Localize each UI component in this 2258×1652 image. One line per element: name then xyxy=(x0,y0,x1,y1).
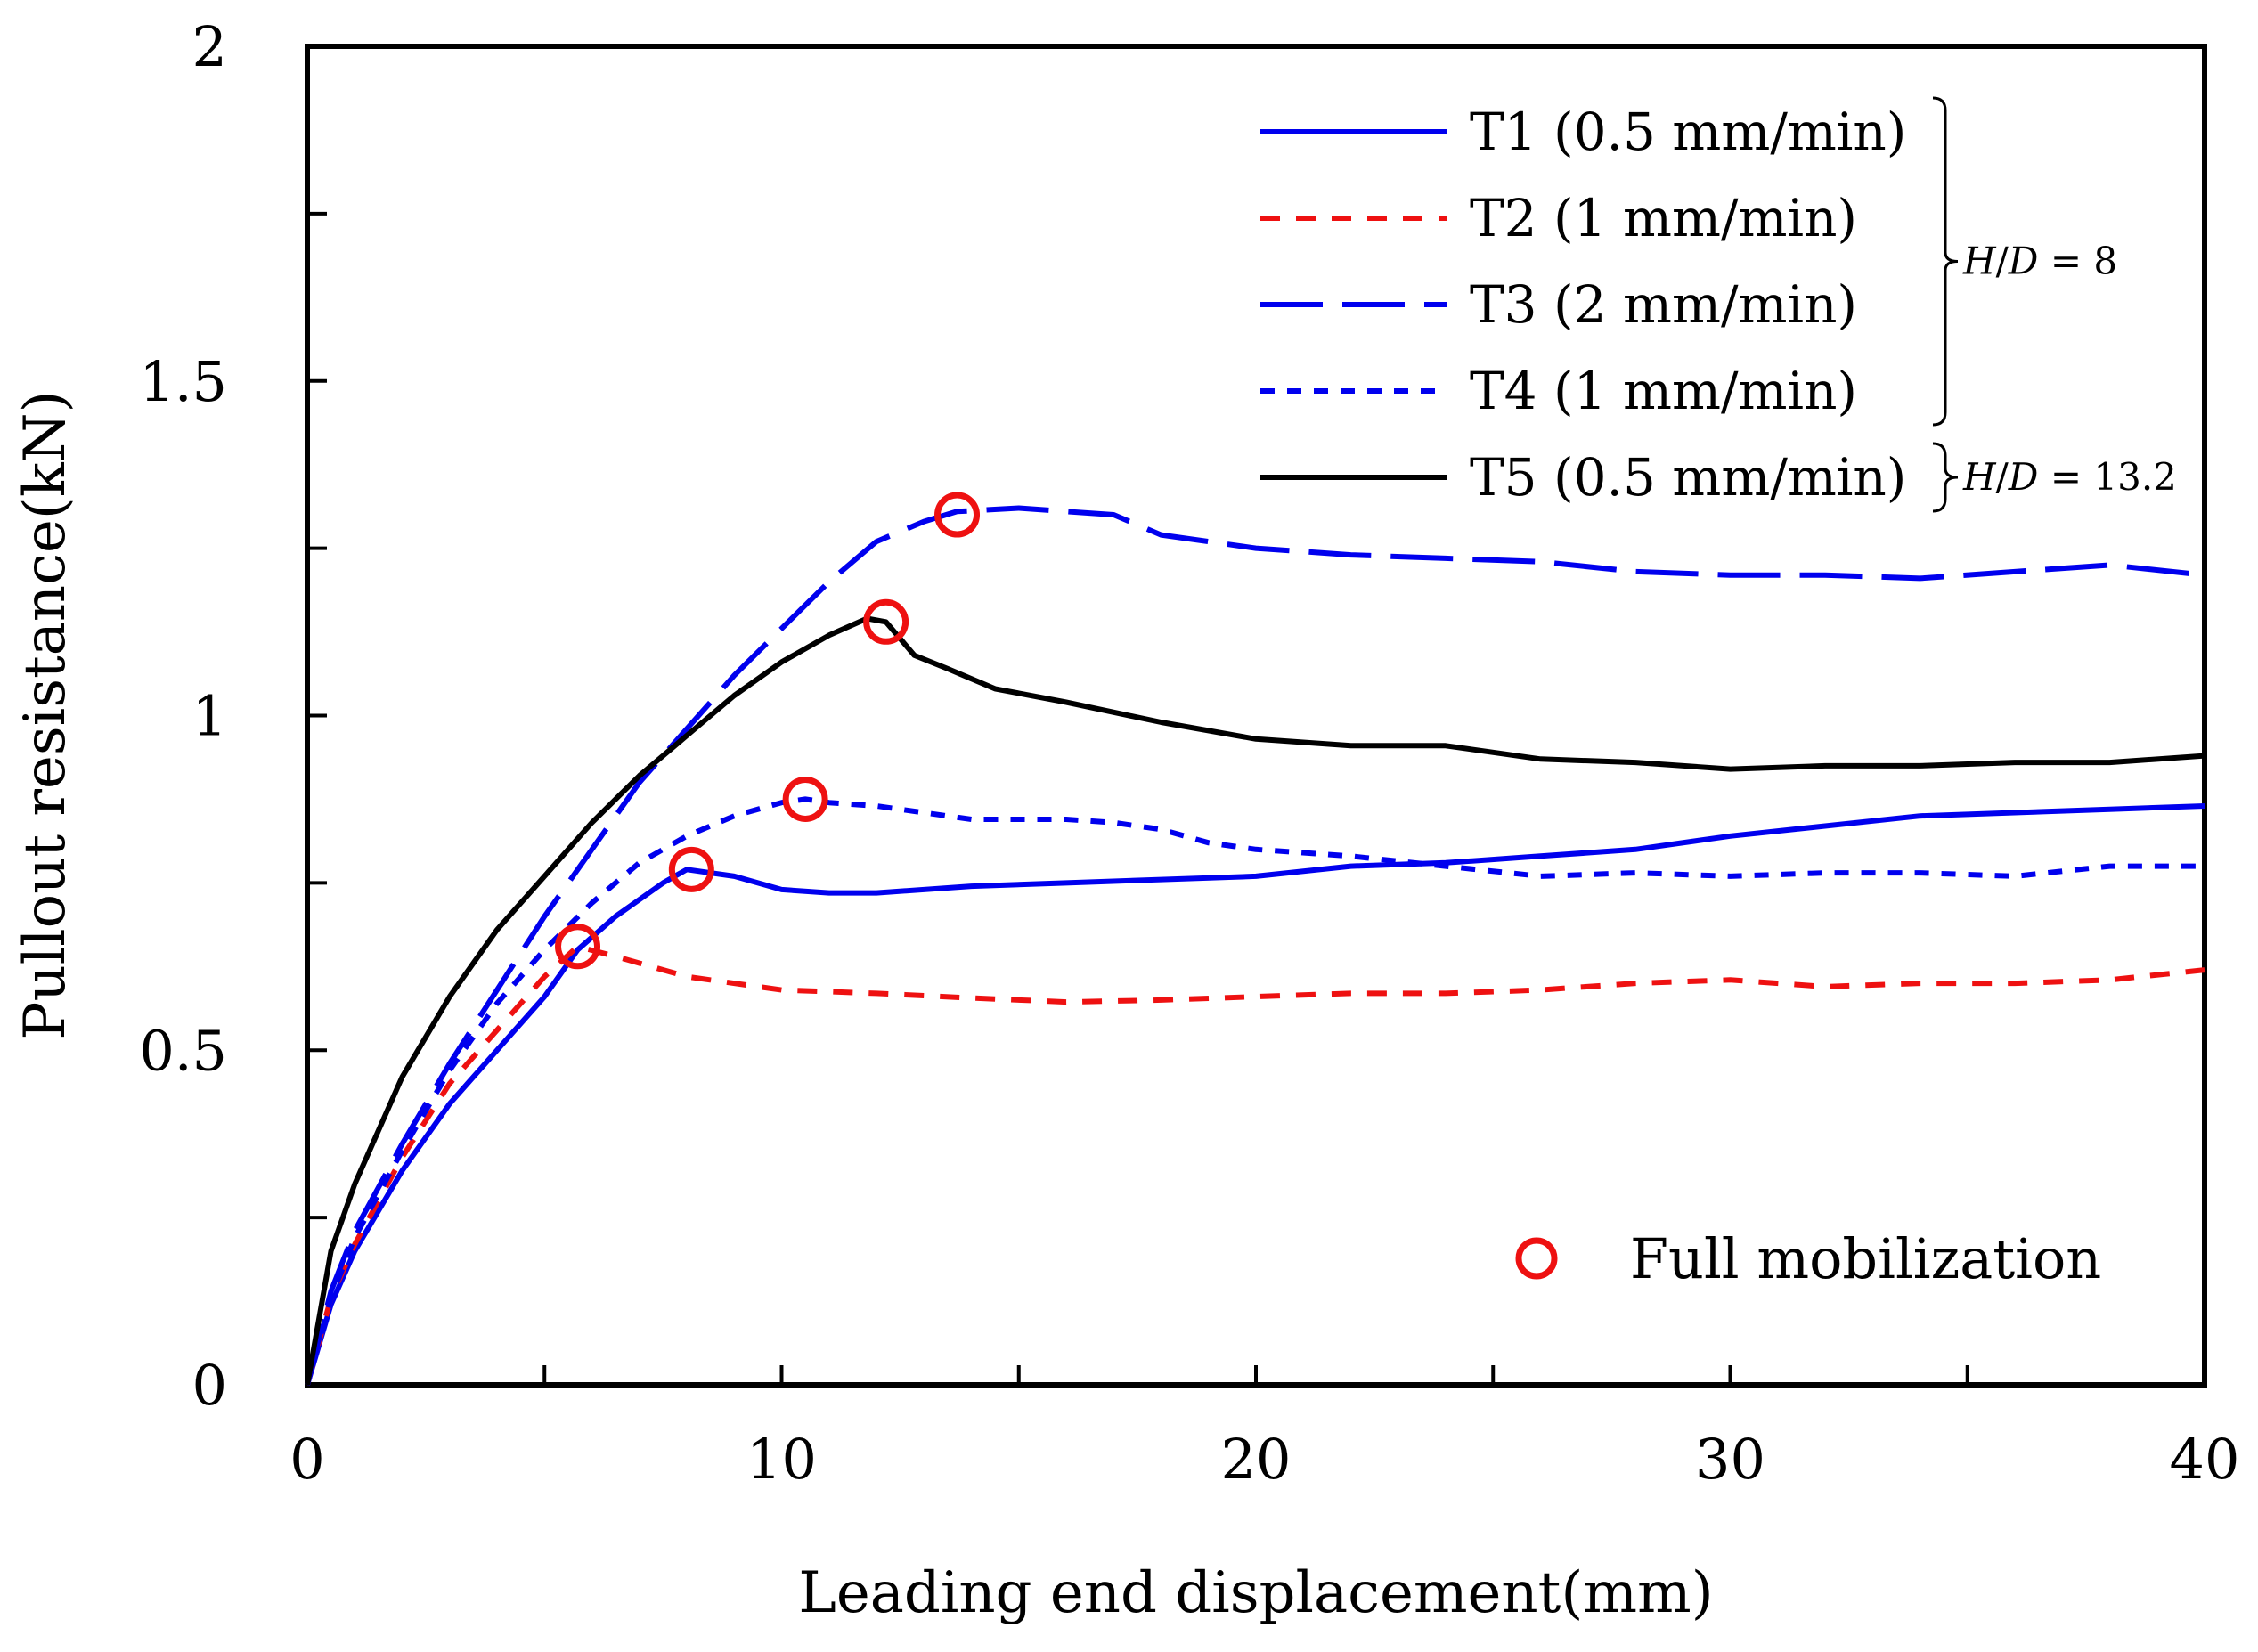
series-line-1 xyxy=(305,803,2205,1386)
full-mobilization-marker xyxy=(934,492,981,538)
axis-tick-labels: 0 10 20 30 40 0 0.5 1 1.5 2 xyxy=(139,14,2239,1492)
series-line-4 xyxy=(305,796,2205,1386)
marker-layer xyxy=(555,492,981,970)
series-line-3 xyxy=(305,505,2205,1386)
marker-legend-swatch xyxy=(1515,1237,1558,1280)
x-axis-title: Leading end displacement(mm) xyxy=(798,1560,1713,1626)
series-line-5 xyxy=(305,615,2205,1386)
x-tick-label: 30 xyxy=(1695,1427,1765,1492)
x-tick-label: 10 xyxy=(746,1427,817,1492)
legend-label-3: T3 (2 mm/min) xyxy=(1470,274,1857,335)
y-tick-label: 1.5 xyxy=(139,349,227,414)
full-mobilization-marker xyxy=(668,846,714,892)
y-tick-label: 2 xyxy=(192,14,227,79)
x-tick-label: 20 xyxy=(1221,1427,1292,1492)
plot-frame xyxy=(305,44,2207,1388)
y-tick-label: 0 xyxy=(192,1353,227,1418)
full-mobilization-marker xyxy=(555,924,601,970)
legend-label-1: T1 (0.5 mm/min) xyxy=(1470,102,1906,162)
full-mobilization-marker xyxy=(782,776,828,822)
legend-label-2: T2 (1 mm/min) xyxy=(1470,188,1857,248)
legend-label-5: T5 (0.5 mm/min) xyxy=(1470,447,1906,508)
bracket-label-1: H/D = 8 xyxy=(1962,240,2117,283)
y-tick-label: 1 xyxy=(192,684,227,749)
marker-legend: Full mobilization xyxy=(1515,1226,2101,1291)
y-axis-title: Pullout resistance(kN) xyxy=(12,390,78,1039)
legend-brackets: H/D = 8 H/D = 13.2 xyxy=(1932,96,2177,513)
marker-legend-label: Full mobilization xyxy=(1630,1226,2101,1291)
axis-ticks xyxy=(306,45,2206,1387)
legend-label-4: T4 (1 mm/min) xyxy=(1470,361,1857,421)
series-layer xyxy=(305,505,2205,1386)
legend-bracket-2 xyxy=(1932,442,1959,513)
legend: T1 (0.5 mm/min) T2 (1 mm/min) T3 (2 mm/min… xyxy=(1260,102,1906,508)
y-tick-label: 0.5 xyxy=(139,1018,227,1083)
series-line-2 xyxy=(305,943,2205,1386)
x-tick-label: 0 xyxy=(289,1427,324,1492)
full-mobilization-marker xyxy=(863,598,909,645)
legend-bracket-1 xyxy=(1932,96,1959,427)
x-tick-label: 40 xyxy=(2170,1427,2240,1492)
bracket-label-2: H/D = 13.2 xyxy=(1962,455,2177,499)
